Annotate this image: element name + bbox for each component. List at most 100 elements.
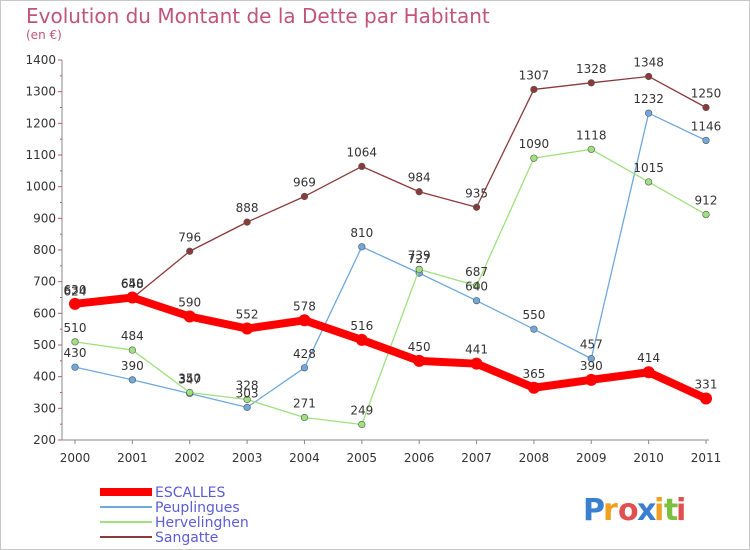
- series-line-sangatte: [74, 75, 707, 307]
- data-point-sangatte: [243, 218, 251, 226]
- chart-title: Evolution du Montant de la Dette par Hab…: [26, 4, 490, 28]
- data-label-escalles: 590: [178, 296, 201, 310]
- x-tick-label: 2000: [60, 451, 91, 465]
- logo-letter: i: [676, 493, 686, 528]
- data-label-escalles: 650: [121, 277, 144, 291]
- data-point-hervelinghen: [645, 178, 653, 186]
- x-tick-label: 2007: [461, 451, 492, 465]
- data-label-sangatte: 1250: [691, 87, 722, 101]
- y-tick-label: 1300: [25, 85, 56, 99]
- x-tick-label: 2005: [347, 451, 378, 465]
- y-tick-label: 700: [33, 275, 56, 289]
- data-label-peuplingues: 1146: [691, 119, 722, 133]
- data-point-hervelinghen: [702, 210, 710, 219]
- data-label-peuplingues: 428: [293, 347, 316, 361]
- data-label-sangatte: 935: [465, 186, 488, 200]
- data-label-escalles: 450: [408, 340, 431, 354]
- chart-subtitle: (en €): [26, 28, 62, 42]
- data-label-escalles: 552: [236, 308, 259, 322]
- data-label-hervelinghen: 249: [350, 403, 373, 417]
- data-point-escalles: [241, 322, 254, 335]
- data-label-sangatte: 888: [236, 201, 259, 215]
- logo-letter: o: [618, 493, 639, 528]
- data-label-hervelinghen: 687: [465, 265, 488, 279]
- data-label-escalles: 365: [522, 367, 545, 381]
- data-point-sangatte: [472, 203, 481, 211]
- data-label-hervelinghen: 510: [64, 321, 87, 335]
- data-label-peuplingues: 457: [580, 338, 603, 352]
- data-label-hervelinghen: 1015: [633, 161, 664, 175]
- data-label-escalles: 414: [637, 351, 660, 365]
- x-tick-label: 2011: [691, 451, 722, 465]
- x-tick-label: 2008: [519, 451, 550, 465]
- logo-letter: i: [654, 493, 664, 528]
- data-point-escalles: [527, 381, 540, 394]
- data-label-escalles: 441: [465, 343, 488, 357]
- data-label-peuplingues: 810: [350, 226, 373, 240]
- logo-letter: r: [603, 493, 618, 528]
- x-tick-label: 2004: [289, 451, 320, 465]
- y-tick-label: 500: [33, 338, 56, 352]
- data-point-hervelinghen: [128, 346, 136, 354]
- data-point-sangatte: [645, 72, 653, 81]
- data-label-hervelinghen: 1090: [519, 137, 550, 151]
- data-label-escalles: 516: [350, 319, 373, 333]
- data-point-peuplingues: [702, 136, 710, 145]
- legend-label-escalles: ESCALLES: [155, 485, 226, 501]
- data-label-sangatte: 796: [178, 230, 201, 244]
- data-label-hervelinghen: 328: [236, 378, 259, 392]
- data-label-escalles: 331: [695, 378, 718, 392]
- data-label-sangatte: 1064: [347, 145, 378, 159]
- data-label-sangatte: 1307: [519, 68, 550, 82]
- data-point-sangatte: [530, 85, 538, 94]
- legend-label-peuplingues: Peuplingues: [155, 500, 240, 516]
- data-label-sangatte: 969: [293, 175, 316, 189]
- data-label-hervelinghen: 912: [695, 194, 718, 208]
- y-tick-label: 800: [33, 243, 56, 257]
- y-tick-label: 300: [33, 401, 56, 415]
- data-point-sangatte: [358, 162, 366, 170]
- data-label-hervelinghen: 350: [178, 372, 201, 386]
- proxiti-logo: Pr oxi ti: [583, 493, 686, 528]
- data-label-escalles: 630: [64, 283, 87, 297]
- x-tick-label: 2006: [404, 451, 435, 465]
- data-label-peuplingues: 1232: [633, 92, 664, 106]
- y-tick-label: 1400: [25, 53, 56, 67]
- data-point-escalles: [355, 333, 368, 346]
- data-label-peuplingues: 347: [178, 372, 201, 386]
- legend-label-hervelinghen: Hervelinghen: [155, 515, 249, 531]
- data-point-peuplingues: [358, 243, 366, 251]
- y-tick-label: 900: [33, 211, 56, 225]
- series-line-peuplingues: [74, 112, 707, 409]
- data-label-peuplingues: 640: [465, 280, 488, 294]
- data-label-peuplingues: 430: [64, 346, 87, 360]
- data-point-escalles: [69, 297, 81, 310]
- data-point-escalles: [642, 366, 655, 379]
- y-tick-label: 1100: [25, 148, 56, 162]
- data-label-peuplingues: 303: [236, 386, 259, 400]
- data-label-escalles: 578: [293, 299, 316, 313]
- data-point-peuplingues: [472, 297, 481, 305]
- data-point-hervelinghen: [71, 338, 79, 346]
- y-tick-label: 1000: [25, 180, 56, 194]
- data-label-sangatte: 1348: [633, 55, 664, 69]
- data-point-escalles: [700, 392, 712, 405]
- data-point-escalles: [585, 373, 598, 386]
- data-point-escalles: [413, 354, 426, 367]
- data-point-peuplingues: [645, 109, 653, 117]
- data-point-peuplingues: [128, 376, 136, 384]
- logo-letter: t: [664, 493, 678, 528]
- data-label-peuplingues: 727: [408, 252, 431, 266]
- data-point-sangatte: [702, 103, 710, 112]
- data-label-sangatte: 624: [64, 285, 87, 299]
- data-label-hervelinghen: 1118: [576, 128, 607, 142]
- data-point-hervelinghen: [587, 145, 595, 153]
- data-point-escalles: [470, 357, 483, 370]
- x-tick-label: 2002: [174, 451, 205, 465]
- data-point-hervelinghen: [472, 282, 481, 290]
- logo-letter: x: [637, 493, 656, 528]
- y-tick-label: 1200: [25, 116, 56, 130]
- data-point-escalles: [298, 314, 311, 327]
- y-tick-label: 400: [33, 370, 56, 384]
